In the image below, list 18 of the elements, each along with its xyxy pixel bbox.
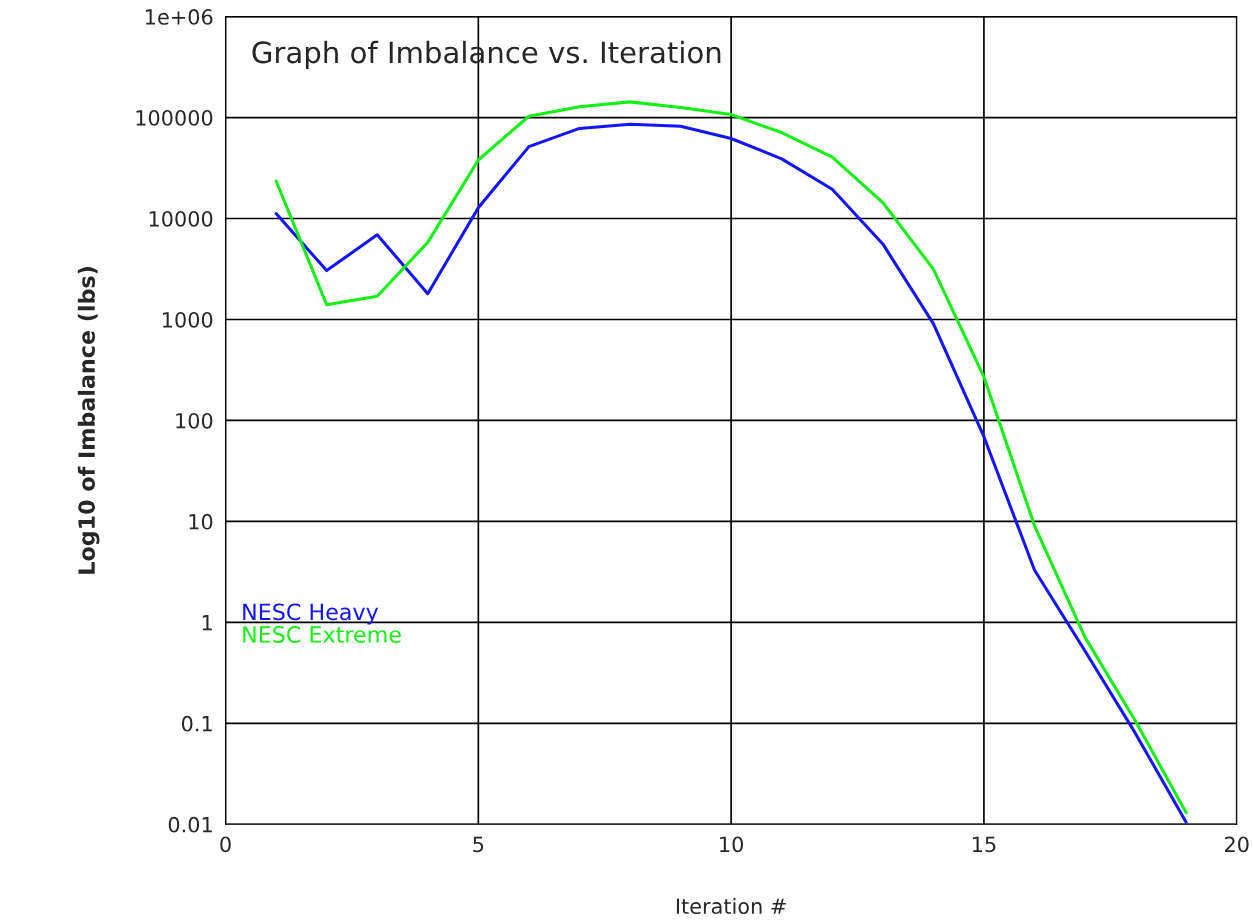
y-tick-label: 100 <box>176 412 213 429</box>
x-tick-label: 15 <box>972 836 996 853</box>
y-tick-label: 1e+06 <box>145 9 213 25</box>
y-tick-label: 1000 <box>163 311 213 328</box>
x-axis-title: Iteration # <box>676 897 786 915</box>
y-tick-label: 0.1 <box>181 715 212 732</box>
x-tick-label: 10 <box>720 836 743 853</box>
x-tick-label: 20 <box>1224 836 1249 853</box>
y-tick-label: 10000 <box>149 210 213 227</box>
y-tick-label: 100000 <box>136 110 213 126</box>
x-tick-label: 0 <box>220 836 231 853</box>
text: NESC Heavy <box>243 603 379 625</box>
text: NESC Extreme <box>243 626 401 643</box>
y-tick-label: 1 <box>202 615 212 631</box>
y-axis-title: Log10 of Imbalance (lbs) <box>77 267 100 574</box>
y-tick-label: 10 <box>189 513 213 530</box>
x-tick-label: 5 <box>473 836 484 853</box>
y-tick-label: 0.01 <box>168 816 212 833</box>
